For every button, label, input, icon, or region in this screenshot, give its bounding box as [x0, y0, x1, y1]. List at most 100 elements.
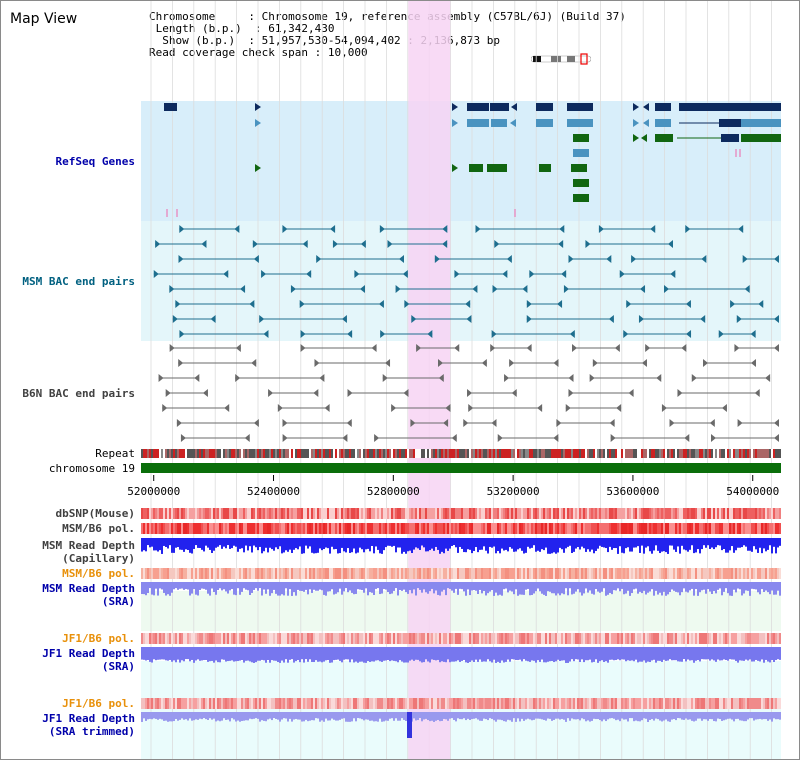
repeat-element: [745, 449, 747, 458]
msm-pol-cell: [765, 523, 767, 534]
msm-sra-depth-bar: [361, 582, 363, 591]
dbsnp-cell: [383, 508, 385, 519]
msm-sra-depth-bar: [623, 582, 625, 595]
jf1-trim-depth-bar: [687, 712, 689, 720]
msm-pol-cell: [333, 523, 335, 534]
jf1-trim-depth-bar: [561, 712, 563, 719]
refseq-genes-track[interactable]: [164, 103, 781, 217]
msm-pol2-cell: [319, 568, 321, 579]
dbsnp-cell: [681, 508, 683, 519]
jf1-pol2-cell: [435, 698, 437, 709]
msm-cap-depth-bar: [161, 538, 163, 554]
dbsnp-cell: [607, 508, 609, 519]
msm-bac-end: [529, 270, 535, 278]
jf1-pol-cell: [285, 633, 287, 644]
msm-sra-depth-bar: [609, 582, 611, 593]
jf1-pol2-cell: [449, 698, 451, 709]
msm-pol-cell: [219, 523, 221, 534]
msm-bac-end: [434, 255, 440, 263]
msm-bac-end: [506, 255, 512, 263]
msm-cap-depth-bar: [319, 538, 321, 549]
msm-cap-depth-bar: [391, 538, 393, 547]
msm-bac-track[interactable]: [153, 225, 779, 338]
jf1-trim-depth-bar: [477, 712, 479, 720]
jf1-trim-depth-bar: [305, 712, 307, 720]
jf1-trim-depth-bar: [443, 712, 445, 719]
msm-pol2-cell: [485, 568, 487, 579]
dbsnp-cell: [463, 508, 465, 519]
jf1-pol2-cell: [777, 698, 779, 709]
msm-pol2-cell: [691, 568, 693, 579]
jf1-pol-cell: [697, 633, 699, 644]
repeat-element: [709, 449, 711, 458]
msm-pol2-cell: [343, 568, 345, 579]
dbsnp-cell: [591, 508, 593, 519]
msm-cap-depth-bar: [295, 538, 297, 549]
msm-cap-depth-bar: [501, 538, 503, 549]
msm-sra-depth-bar: [649, 582, 651, 592]
msm-cap-depth-bar: [649, 538, 651, 552]
msm-pol2-cell: [537, 568, 539, 579]
msm-pol2-cell: [143, 568, 145, 579]
jf1-sra-depth-bar: [141, 647, 143, 660]
jf1-sra-depth-bar: [485, 647, 487, 662]
dbsnp-cell: [299, 508, 301, 519]
repeat-element: [221, 449, 223, 458]
msm-sra-depth-bar: [713, 582, 715, 591]
msm-cap-depth-bar: [645, 538, 647, 548]
msm-pol-cell: [775, 523, 777, 534]
jf1-pol-cell: [333, 633, 335, 644]
jf1-pol2-cell: [149, 698, 151, 709]
msm-bac-end: [175, 300, 181, 308]
dbsnp-cell: [467, 508, 469, 519]
dbsnp-cell: [311, 508, 313, 519]
repeat-element: [645, 449, 647, 458]
jf1-pol2-cell: [505, 698, 507, 709]
dbsnp-cell: [749, 508, 751, 519]
chromosome-ideogram[interactable]: [531, 53, 591, 65]
msm-pol-cell: [241, 523, 243, 534]
jf1-pol2-cell: [659, 698, 661, 709]
msm-cap-depth-bar: [303, 538, 305, 554]
msm-pol2-cell: [695, 568, 697, 579]
b6n-bac-end: [568, 389, 574, 397]
repeat-element: [725, 449, 727, 458]
b6n-bac-track[interactable]: [158, 344, 779, 442]
msm-cap-depth-bar: [471, 538, 473, 554]
jf1-pol2-cell: [477, 698, 479, 709]
repeat-element: [561, 449, 563, 458]
msm-sra-depth-bar: [373, 582, 375, 595]
msm-cap-depth-bar: [557, 538, 559, 553]
jf1-pol-cell: [269, 633, 271, 644]
repeat-element: [289, 449, 291, 458]
msm-bac-end: [360, 240, 366, 248]
chromosome-label: chromosome 19: [49, 462, 135, 475]
msm-sra-depth-bar: [197, 582, 199, 596]
repeat-element: [631, 449, 633, 458]
polymorphism-tracks: [141, 508, 781, 709]
jf1-sra-depth-bar: [389, 647, 391, 662]
msm-sra-depth-bar: [205, 582, 207, 590]
repeat-element: [661, 449, 663, 458]
jf1-sra-depth-bar: [385, 647, 387, 661]
refseq-genes-label: RefSeq Genes: [56, 155, 135, 168]
msm-pol-cell: [777, 523, 779, 534]
jf1-sra-depth-bar: [413, 647, 415, 661]
dbsnp-cell: [389, 508, 391, 519]
dbsnp-cell: [171, 508, 173, 519]
gene-exon: [573, 179, 589, 187]
repeat-element: [767, 449, 769, 458]
repeat-element: [563, 449, 565, 458]
repeat-element: [719, 449, 721, 458]
repeat-element: [729, 449, 731, 458]
axis-tick-label: 52400000: [247, 485, 300, 498]
msm-sra-depth-bar: [445, 582, 447, 596]
b6n-bac-end: [324, 404, 330, 412]
repeat-element: [189, 449, 191, 458]
msm-sra-depth-bar: [363, 582, 365, 593]
msm-pol-cell: [579, 523, 581, 534]
jf1-trim-depth-bar: [601, 712, 603, 722]
jf1-pol-cell: [505, 633, 507, 644]
msm-sra-depth-bar: [735, 582, 737, 593]
